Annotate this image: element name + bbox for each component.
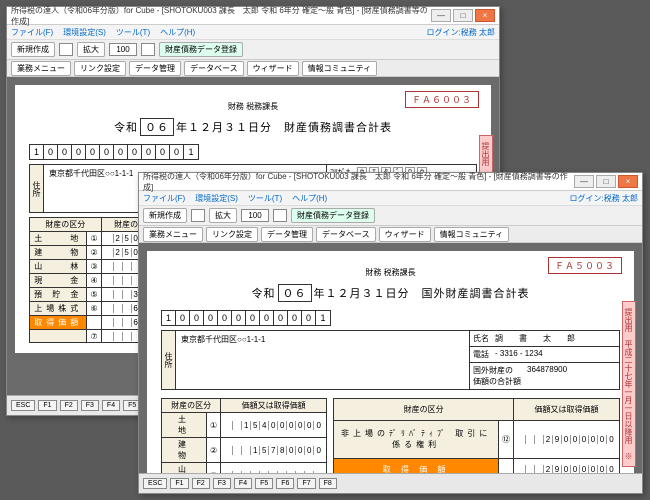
menu-file[interactable]: ファイル(F) bbox=[11, 27, 53, 38]
fkey-F2[interactable]: F2 bbox=[60, 400, 78, 411]
database[interactable]: データベース bbox=[316, 227, 376, 242]
window-front: 所得税の達人（令和06年分版）for Cube - [SHOTOKU003 課長… bbox=[138, 172, 643, 494]
id-row: 100000000001 bbox=[161, 310, 331, 326]
titlebar[interactable]: 所得税の達人（令和06年分版）for Cube - [SHOTOKU003 課長… bbox=[139, 173, 642, 191]
wizard[interactable]: ウィザード bbox=[247, 61, 299, 76]
title-text: 所得税の達人（令和06年分版）for Cube - [SHOTOKU003 課長… bbox=[143, 171, 574, 193]
link-set[interactable]: リンク設定 bbox=[206, 227, 258, 242]
tool-icon[interactable] bbox=[141, 43, 155, 56]
form-paper: ＦＡ５００３ 提出用 平成二十七年一月一日以降用 ※ 財務 税務課長 令和０６年… bbox=[147, 251, 634, 473]
addr-label: 住所 bbox=[30, 165, 44, 212]
fkey-F6[interactable]: F6 bbox=[276, 478, 294, 489]
tool-icon[interactable] bbox=[273, 209, 287, 222]
menu-tool[interactable]: ツール(T) bbox=[248, 193, 282, 204]
toolbar-sub: 業務メニュー リンク設定 データ管理 データベース ウィザード 情報コミュニティ bbox=[139, 226, 642, 243]
community[interactable]: 情報コミュニティ bbox=[302, 61, 378, 76]
menu-help[interactable]: ヘルプ(H) bbox=[292, 193, 327, 204]
fkey-F5[interactable]: F5 bbox=[255, 478, 273, 489]
address-block: 住所 東京都千代田区○○1-1-1 氏名調 書 太 郎 電話- 3316 - 1… bbox=[161, 330, 620, 390]
asset-table-right: 財産の区分価額又は取得価額非上場のﾃﾞﾘﾊﾞﾃｨﾌﾞ 取引に係る権利⑫ 2900… bbox=[333, 398, 620, 473]
fkey-F1[interactable]: F1 bbox=[170, 478, 188, 489]
asset-table-left: 財産の区分価額又は取得価額土 地① 154000000建 物② 15780000… bbox=[161, 398, 327, 473]
database[interactable]: データベース bbox=[184, 61, 244, 76]
form-title: 令和０６年１２月３１日分 財産債務調書合計表 bbox=[29, 118, 477, 136]
menu-help[interactable]: ヘルプ(H) bbox=[160, 27, 195, 38]
total-value: 364878900 bbox=[527, 365, 567, 387]
titlebar[interactable]: 所得税の達人（令和06年分版）for Cube - [SHOTOKU003 課長… bbox=[7, 7, 499, 25]
fkey-F3[interactable]: F3 bbox=[81, 400, 99, 411]
fkey-F8[interactable]: F8 bbox=[319, 478, 337, 489]
fkey-ESC[interactable]: ESC bbox=[143, 478, 167, 489]
form-title: 令和０６年１２月３１日分 国外財産調書合計表 bbox=[161, 284, 620, 302]
menubar: ファイル(F) 環境設定(S) ツール(T) ヘルプ(H) ログイン:税務 太郎 bbox=[139, 191, 642, 206]
zoom-button[interactable]: 拡大 bbox=[209, 208, 237, 223]
form-code: ＦＡ５００３ bbox=[548, 257, 622, 274]
form-code: ＦＡ６００３ bbox=[405, 91, 479, 108]
wizard[interactable]: ウィザード bbox=[379, 227, 431, 242]
fkey-F7[interactable]: F7 bbox=[297, 478, 315, 489]
zoom-input[interactable] bbox=[109, 43, 137, 56]
content-area: ＦＡ５００３ 提出用 平成二十七年一月一日以降用 ※ 財務 税務課長 令和０６年… bbox=[139, 243, 642, 473]
fkey-bar: ESCF1 F2F3F4F5F6F7 F8 bbox=[139, 473, 642, 493]
new-button[interactable]: 新規作成 bbox=[143, 208, 187, 223]
addr-label: 住所 bbox=[162, 331, 176, 389]
menu-tool[interactable]: ツール(T) bbox=[116, 27, 150, 38]
toolbar-sub: 業務メニュー リンク設定 データ管理 データベース ウィザード 情報コミュニティ bbox=[7, 60, 499, 77]
name-value: 調 書 太 郎 bbox=[495, 333, 575, 344]
toolbar-main: 新規作成 拡大 財産債務データ登録 bbox=[7, 40, 499, 60]
addr-value: 東京都千代田区○○1-1-1 bbox=[176, 331, 469, 389]
zoom-icon[interactable] bbox=[59, 43, 73, 56]
close-button[interactable]: × bbox=[618, 175, 638, 188]
biz-menu[interactable]: 業務メニュー bbox=[11, 61, 71, 76]
min-button[interactable]: — bbox=[431, 9, 451, 22]
max-button[interactable]: □ bbox=[453, 9, 473, 22]
data-mgmt[interactable]: データ管理 bbox=[261, 227, 313, 242]
data-mgmt[interactable]: データ管理 bbox=[129, 61, 181, 76]
menu-env[interactable]: 環境設定(S) bbox=[63, 27, 106, 38]
fkey-F2[interactable]: F2 bbox=[192, 478, 210, 489]
zoom-input[interactable] bbox=[241, 209, 269, 222]
zoom-button[interactable]: 拡大 bbox=[77, 42, 105, 57]
new-button[interactable]: 新規作成 bbox=[11, 42, 55, 57]
zoom-icon[interactable] bbox=[191, 209, 205, 222]
close-button[interactable]: × bbox=[475, 9, 495, 22]
tel-value: - 3316 - 1234 bbox=[495, 349, 543, 360]
link-set[interactable]: リンク設定 bbox=[74, 61, 126, 76]
max-button[interactable]: □ bbox=[596, 175, 616, 188]
data-reg-button[interactable]: 財産債務データ登録 bbox=[159, 42, 243, 57]
fkey-ESC[interactable]: ESC bbox=[11, 400, 35, 411]
menubar: ファイル(F) 環境設定(S) ツール(T) ヘルプ(H) ログイン:税務 太郎 bbox=[7, 25, 499, 40]
side-tab: 提出用 平成二十七年一月一日以降用 ※ bbox=[622, 301, 636, 467]
data-reg-button[interactable]: 財産債務データ登録 bbox=[291, 208, 375, 223]
toolbar-main: 新規作成 拡大 財産債務データ登録 bbox=[139, 206, 642, 226]
menu-file[interactable]: ファイル(F) bbox=[143, 193, 185, 204]
title-text: 所得税の達人（令和06年分版）for Cube - [SHOTOKU003 課長… bbox=[11, 5, 431, 27]
fkey-F3[interactable]: F3 bbox=[213, 478, 231, 489]
community[interactable]: 情報コミュニティ bbox=[434, 227, 510, 242]
fkey-F1[interactable]: F1 bbox=[38, 400, 56, 411]
menu-env[interactable]: 環境設定(S) bbox=[195, 193, 238, 204]
biz-menu[interactable]: 業務メニュー bbox=[143, 227, 203, 242]
login-label: ログイン:税務 太郎 bbox=[570, 193, 638, 204]
login-label: ログイン:税務 太郎 bbox=[427, 27, 495, 38]
fkey-F4[interactable]: F4 bbox=[102, 400, 120, 411]
id-row: 100000000001 bbox=[29, 144, 199, 160]
fkey-F4[interactable]: F4 bbox=[234, 478, 252, 489]
min-button[interactable]: — bbox=[574, 175, 594, 188]
